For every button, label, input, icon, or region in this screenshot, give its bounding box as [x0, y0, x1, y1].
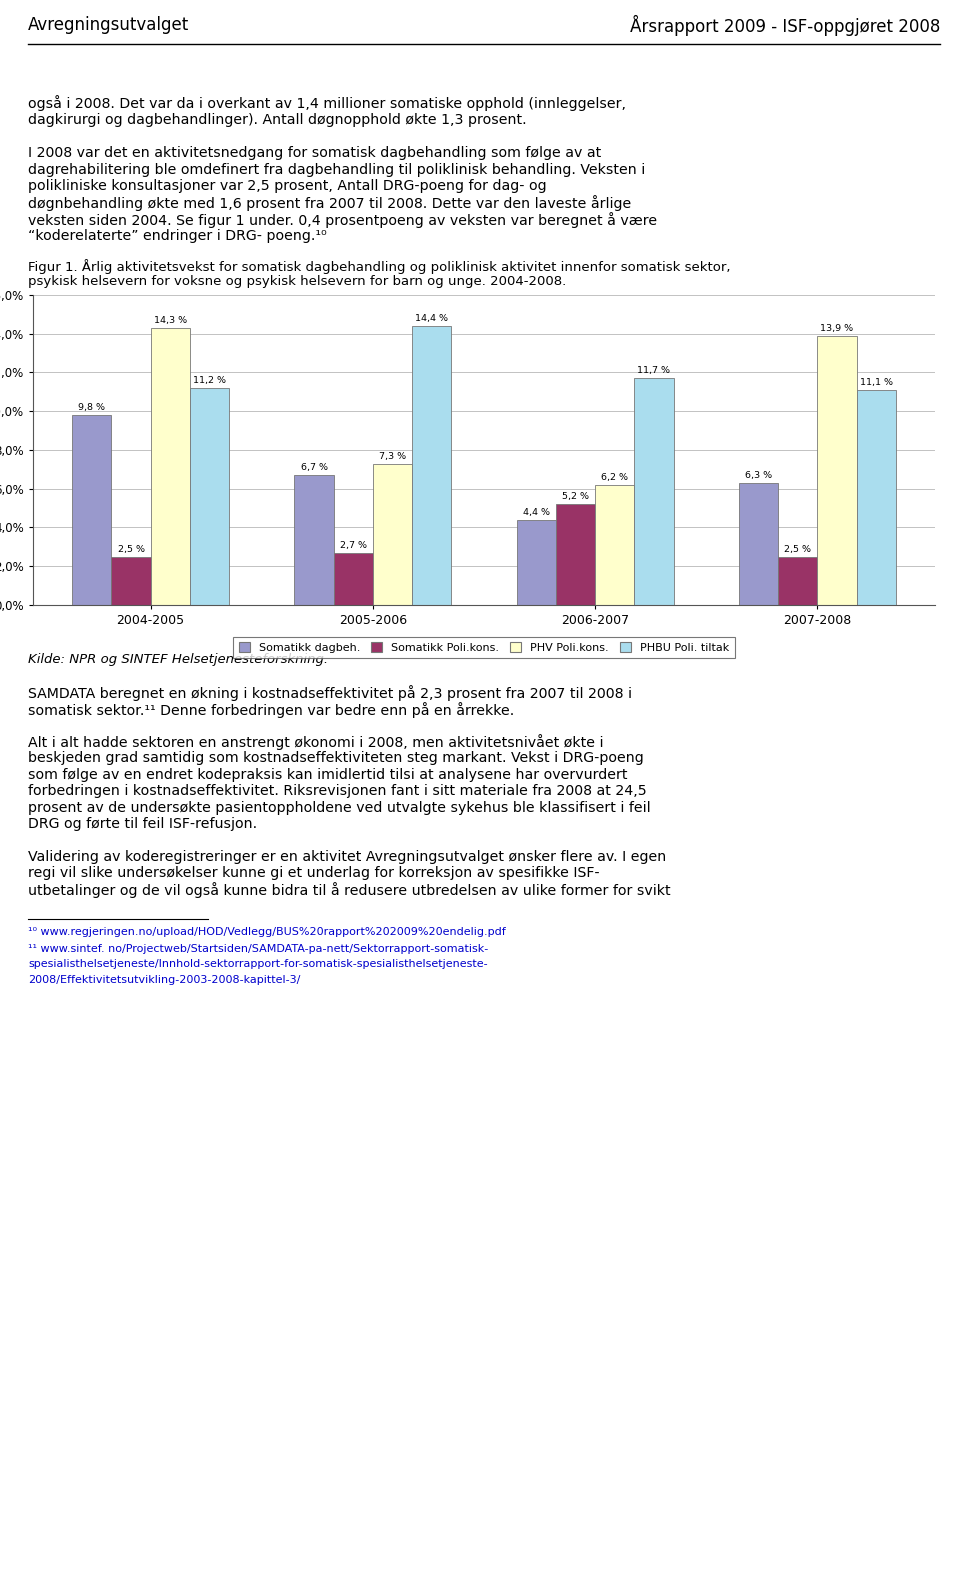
Bar: [739, 483, 779, 606]
Text: 2,7 %: 2,7 %: [340, 540, 367, 550]
Text: Årsrapport 2009 - ISF-oppgjøret 2008: Årsrapport 2009 - ISF-oppgjøret 2008: [630, 14, 940, 35]
Text: 5,2 %: 5,2 %: [562, 493, 589, 502]
Text: Kilde: NPR og SINTEF Helsetjenesteforskning.: Kilde: NPR og SINTEF Helsetjenesteforskn…: [28, 654, 328, 666]
Text: 6,3 %: 6,3 %: [745, 472, 772, 480]
Text: 11,7 %: 11,7 %: [637, 367, 670, 376]
Bar: [372, 464, 412, 606]
Bar: [72, 414, 111, 606]
Bar: [295, 475, 334, 606]
Bar: [516, 520, 556, 606]
Text: ¹⁰ www.regjeringen.no/upload/HOD/Vedlegg/BUS%20rapport%202009%20endelig.pdf: ¹⁰ www.regjeringen.no/upload/HOD/Vedlegg…: [28, 928, 506, 937]
Text: polikliniske konsultasjoner var 2,5 prosent, Antall DRG-poeng for dag- og: polikliniske konsultasjoner var 2,5 pros…: [28, 179, 546, 193]
Text: Figur 1. Årlig aktivitetsvekst for somatisk dagbehandling og poliklinisk aktivit: Figur 1. Årlig aktivitetsvekst for somat…: [28, 258, 731, 274]
Text: utbetalinger og de vil også kunne bidra til å redusere utbredelsen av ulike form: utbetalinger og de vil også kunne bidra …: [28, 883, 671, 899]
Bar: [334, 553, 372, 606]
Text: I 2008 var det en aktivitetsnedgang for somatisk dagbehandling som følge av at: I 2008 var det en aktivitetsnedgang for …: [28, 147, 601, 159]
Text: psykisk helsevern for voksne og psykisk helsevern for barn og unge. 2004-2008.: psykisk helsevern for voksne og psykisk …: [28, 274, 566, 287]
Text: Validering av koderegistreringer er en aktivitet Avregningsutvalget ønsker flere: Validering av koderegistreringer er en a…: [28, 850, 666, 864]
Text: SAMDATA beregnet en økning i kostnadseffektivitet på 2,3 prosent fra 2007 til 20: SAMDATA beregnet en økning i kostnadseff…: [28, 685, 632, 701]
Text: dagrehabilitering ble omdefinert fra dagbehandling til poliklinisk behandling. V: dagrehabilitering ble omdefinert fra dag…: [28, 163, 645, 177]
Bar: [151, 328, 190, 606]
Bar: [190, 387, 229, 606]
Bar: [556, 504, 595, 606]
Text: somatisk sektor.¹¹ Denne forbedringen var bedre enn på en årrekke.: somatisk sektor.¹¹ Denne forbedringen va…: [28, 701, 515, 717]
Bar: [856, 391, 896, 606]
Text: 14,3 %: 14,3 %: [154, 316, 187, 325]
Text: som følge av en endret kodepraksis kan imidlertid tilsi at analysene har overvur: som følge av en endret kodepraksis kan i…: [28, 767, 628, 781]
Bar: [595, 485, 635, 606]
Text: Avregningsutvalget: Avregningsutvalget: [28, 16, 189, 33]
Text: 4,4 %: 4,4 %: [523, 508, 550, 516]
Text: 14,4 %: 14,4 %: [416, 314, 448, 324]
Text: prosent av de undersøkte pasientoppholdene ved utvalgte sykehus ble klassifisert: prosent av de undersøkte pasientoppholde…: [28, 800, 651, 815]
Bar: [779, 556, 817, 606]
Text: 2,5 %: 2,5 %: [117, 545, 145, 553]
Text: døgnbehandling økte med 1,6 prosent fra 2007 til 2008. Dette var den laveste årl: døgnbehandling økte med 1,6 prosent fra …: [28, 196, 632, 212]
Text: 11,1 %: 11,1 %: [859, 378, 893, 387]
Text: 2008/Effektivitetsutvikling-2003-2008-kapittel-3/: 2008/Effektivitetsutvikling-2003-2008-ka…: [28, 974, 300, 985]
Text: “koderelaterte” endringer i DRG- poeng.¹⁰: “koderelaterte” endringer i DRG- poeng.¹…: [28, 228, 326, 242]
Text: spesialisthelsetjeneste/Innhold-sektorrapport-for-somatisk-spesialisthelsetjenes: spesialisthelsetjeneste/Innhold-sektorra…: [28, 960, 488, 969]
Text: veksten siden 2004. Se figur 1 under. 0,4 prosentpoeng av veksten var beregnet å: veksten siden 2004. Se figur 1 under. 0,…: [28, 212, 658, 228]
Text: 6,7 %: 6,7 %: [300, 464, 327, 472]
Text: også i 2008. Det var da i overkant av 1,4 millioner somatiske opphold (innleggel: også i 2008. Det var da i overkant av 1,…: [28, 96, 626, 128]
Text: ¹¹ www.sintef. no/Projectweb/Startsiden/SAMDATA-pa-nett/Sektorrapport-somatisk-: ¹¹ www.sintef. no/Projectweb/Startsiden/…: [28, 944, 489, 953]
Text: beskjeden grad samtidig som kostnadseffektiviteten steg markant. Vekst i DRG-poe: beskjeden grad samtidig som kostnadseffe…: [28, 751, 644, 765]
Text: forbedringen i kostnadseffektivitet. Riksrevisjonen fant i sitt materiale fra 20: forbedringen i kostnadseffektivitet. Rik…: [28, 784, 647, 799]
Text: Alt i alt hadde sektoren en anstrengt økonomi i 2008, men aktivitetsnivået økte : Alt i alt hadde sektoren en anstrengt øk…: [28, 735, 604, 751]
Text: 13,9 %: 13,9 %: [821, 324, 853, 333]
Text: 7,3 %: 7,3 %: [379, 451, 406, 461]
Text: DRG og førte til feil ISF-refusjon.: DRG og førte til feil ISF-refusjon.: [28, 818, 257, 830]
Text: 9,8 %: 9,8 %: [79, 403, 106, 413]
Text: 6,2 %: 6,2 %: [601, 473, 628, 481]
Bar: [412, 327, 451, 606]
Text: 11,2 %: 11,2 %: [193, 376, 226, 386]
Bar: [635, 378, 674, 606]
Bar: [817, 336, 856, 606]
Text: regi vil slike undersøkelser kunne gi et underlag for korreksjon av spesifikke I: regi vil slike undersøkelser kunne gi et…: [28, 866, 600, 880]
Text: 2,5 %: 2,5 %: [784, 545, 811, 553]
Legend: Somatikk dagbeh., Somatikk Poli.kons., PHV Poli.kons., PHBU Poli. tiltak: Somatikk dagbeh., Somatikk Poli.kons., P…: [233, 636, 734, 658]
Bar: [111, 556, 151, 606]
